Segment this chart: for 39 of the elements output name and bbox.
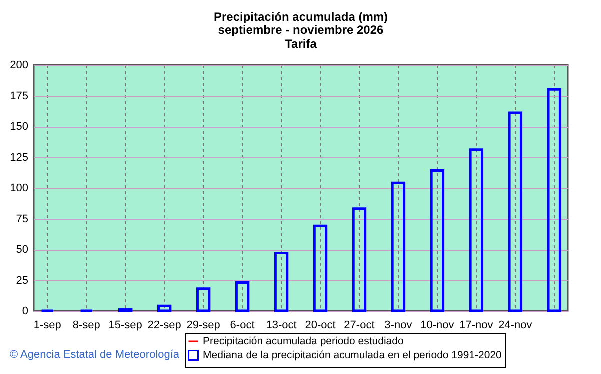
- x-tick-label: 22-sep: [148, 320, 182, 332]
- text: © Agencia Estatal de Meteorología: [10, 349, 180, 361]
- bar: [274, 252, 289, 312]
- y-tick-label: 150: [10, 121, 28, 133]
- y-tick-label: 50: [16, 244, 28, 256]
- x-tick-label: 17-nov: [460, 320, 494, 332]
- bar: [547, 88, 562, 312]
- x-tick-label: 1-sep: [34, 320, 62, 332]
- x-tick-label: 20-oct: [305, 320, 336, 332]
- y-tick-label: 200: [10, 60, 28, 72]
- x-tick-label: 29-sep: [186, 320, 220, 332]
- y-tick-label: 25: [16, 274, 28, 287]
- x-tick-label: 8-sep: [72, 320, 100, 332]
- bar: [118, 308, 133, 312]
- bar: [391, 182, 406, 312]
- x-tick-label: 24-nov: [498, 320, 533, 332]
- x-tick-label: 3-nov: [384, 320, 413, 332]
- bar: [469, 148, 484, 312]
- x-tick-label: 10-nov: [420, 320, 455, 332]
- x-tick-label: 6-oct: [230, 320, 255, 332]
- chart-title: Precipitación acumulada (mm): [214, 10, 388, 24]
- x-tick-label: 15-sep: [108, 320, 142, 332]
- legend-label: Mediana de la precipitación acumulada en el periodo 1991-2020: [203, 350, 502, 362]
- y-tick-label: 75: [16, 213, 28, 226]
- bar: [313, 224, 328, 312]
- bar: [157, 304, 172, 312]
- bar: [508, 112, 522, 312]
- x-tick-label: 13-oct: [266, 320, 297, 332]
- bar: [235, 281, 250, 312]
- legend-label: Precipitación acumulada periodo estudiado: [203, 336, 404, 348]
- bar: [430, 170, 445, 312]
- y-tick-label: 100: [10, 182, 28, 194]
- x-tick-label: 27-oct: [344, 320, 375, 332]
- chart-subtitle: septiembre - noviembre 2026 Tarifa: [218, 23, 384, 51]
- y-tick-label: 175: [10, 90, 28, 102]
- y-tick-label: 0: [22, 306, 28, 318]
- y-tick-label: 125: [10, 152, 28, 164]
- bar: [352, 208, 367, 312]
- bar: [196, 288, 211, 312]
